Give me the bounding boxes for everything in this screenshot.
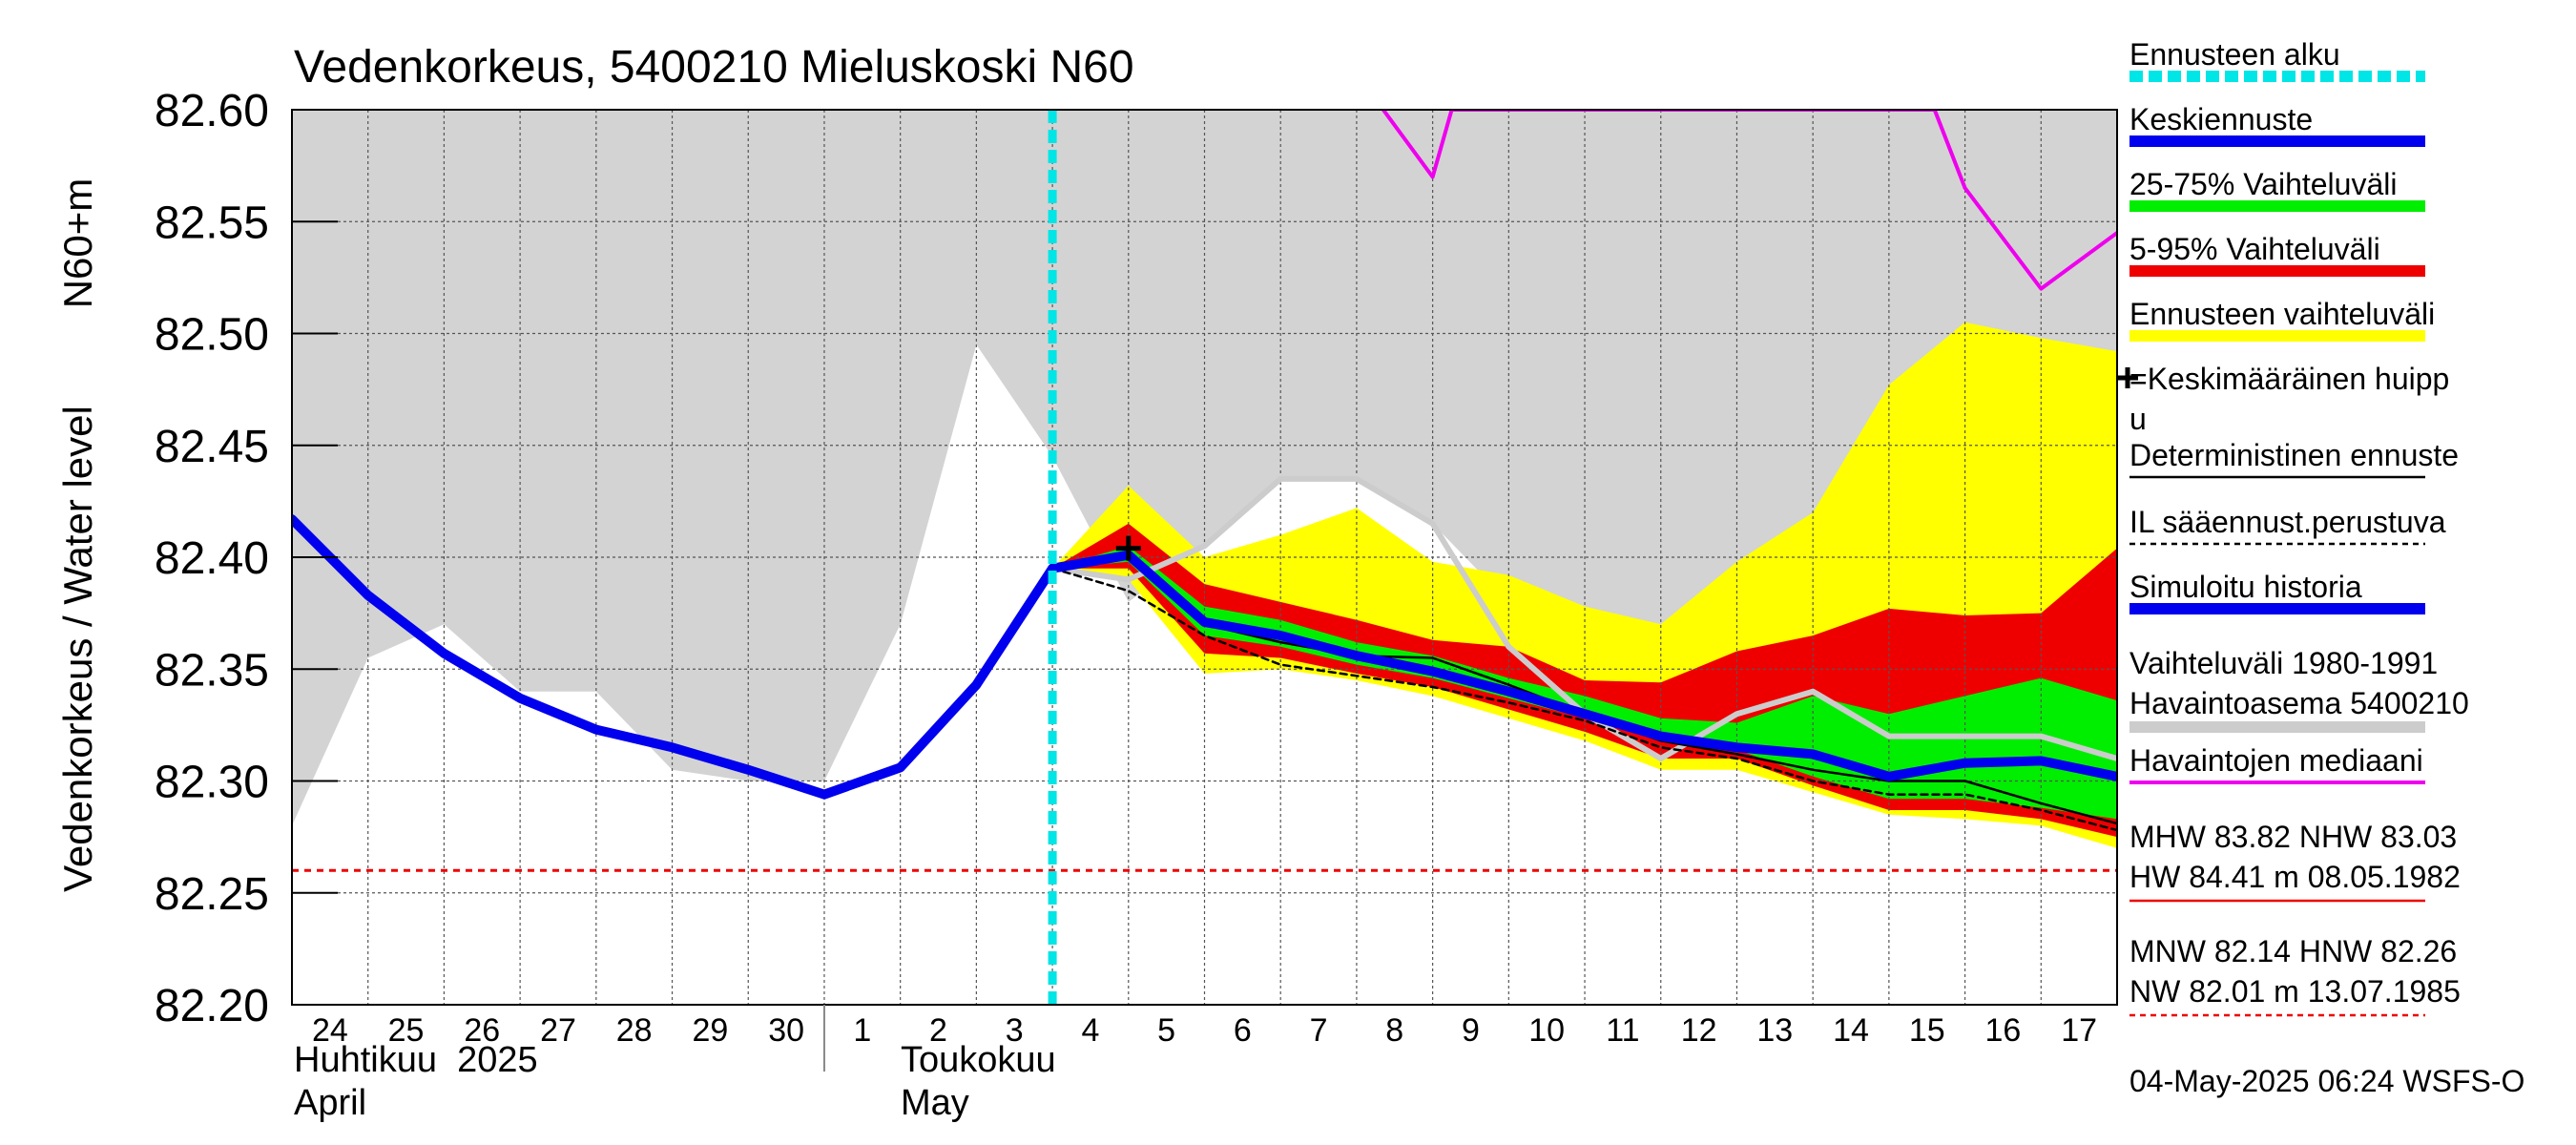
legend-label-line2: u	[2129, 402, 2147, 436]
x-tick-label: 27	[540, 1012, 576, 1049]
mean-forecast-line	[1048, 550, 2117, 781]
x-tick-label: 7	[1310, 1012, 1328, 1049]
y-tick-label: 82.55	[155, 198, 269, 248]
x-tick-label: 13	[1756, 1012, 1793, 1049]
x-tick-label: 29	[692, 1012, 728, 1049]
y-axis-title: Vedenkorkeus / Water level	[55, 406, 100, 892]
plot-area	[292, 110, 2117, 1005]
chart-title: Vedenkorkeus, 5400210 Mieluskoski N60	[294, 42, 1134, 93]
legend-label: Keskiennuste	[2129, 102, 2313, 136]
y-axis-ticks: 82.60 82.55 82.50 82.45 82.40 82.35 82.30 82.25…	[155, 86, 338, 1031]
grid-lines	[292, 110, 2117, 1005]
x-tick-label: 6	[1234, 1012, 1252, 1049]
x-tick-label: 5	[1157, 1012, 1175, 1049]
y-tick-label: 82.50	[155, 310, 269, 361]
simulated-history-line	[292, 514, 1058, 800]
legend-label-line2: Havaintoasema 5400210	[2129, 686, 2469, 720]
legend-label: Deterministinen ennuste	[2129, 438, 2459, 472]
y-tick-label: 82.45	[155, 422, 269, 472]
x-tick-label: 8	[1385, 1012, 1403, 1049]
y-tick-label: 82.25	[155, 869, 269, 920]
x-tick-label: 16	[1985, 1012, 2022, 1049]
y-tick-label: 82.60	[155, 86, 269, 136]
month-label-april-fi: Huhtikuu 2025	[294, 1040, 538, 1080]
y-axis-unit: N60+m	[55, 178, 100, 309]
x-tick-label: 10	[1528, 1012, 1565, 1049]
month-label-may-fi: Toukokuu	[901, 1040, 1056, 1080]
legend-label: 5-95% Vaihteluväli	[2129, 232, 2380, 266]
legend-label-line2: HW 84.41 m 08.05.1982	[2129, 860, 2461, 894]
month-label-april-en: April	[294, 1083, 366, 1123]
x-tick-label: 4	[1081, 1012, 1099, 1049]
legend-label: 25-75% Vaihteluväli	[2129, 167, 2397, 201]
x-tick-label: 14	[1833, 1012, 1869, 1049]
y-tick-label: 82.30	[155, 758, 269, 808]
legend-label: MNW 82.14 HNW 82.26	[2129, 934, 2457, 968]
y-tick-label: 82.40	[155, 533, 269, 584]
timestamp: 04-May-2025 06:24 WSFS-O	[2129, 1064, 2524, 1098]
x-tick-label: 11	[1606, 1012, 1639, 1049]
x-tick-label: 30	[768, 1012, 804, 1049]
y-tick-label: 82.20	[155, 981, 269, 1031]
band-25-75	[1052, 546, 2117, 820]
legend-label: IL sääennust.perustuva	[2129, 505, 2446, 539]
legend-label: Ennusteen vaihteluväli	[2129, 297, 2435, 331]
x-tick-label: 25	[388, 1012, 425, 1049]
series-lines	[292, 110, 2117, 832]
x-tick-label: 17	[2061, 1012, 2097, 1049]
legend-label: Vaihteluväli 1980-1991	[2129, 646, 2438, 680]
legend-label-line2: NW 82.01 m 13.07.1985	[2129, 974, 2461, 1009]
legend-label: =Keskimääräinen huipp	[2129, 362, 2449, 396]
x-axis-ticks: 24 25 26 27 28 29 30 1 2 3 4 5 6 7 8 9 10 11 12 13 14 15 16 17	[312, 1005, 2097, 1072]
legend-label: Simuloitu historia	[2129, 570, 2362, 604]
mean-peak-marker	[1115, 535, 1141, 561]
month-label-may-en: May	[901, 1083, 969, 1123]
x-tick-label: 15	[1909, 1012, 1945, 1049]
legend: Ennusteen alku Keskiennuste 25-75% Vaihtel…	[2117, 37, 2469, 1017]
x-tick-label: 3	[1006, 1012, 1024, 1049]
legend-label: Havaintojen mediaani	[2129, 743, 2423, 778]
legend-label: MHW 83.82 NHW 83.03	[2129, 820, 2457, 854]
observed-median-line	[1381, 110, 2117, 291]
x-tick-label: 2	[929, 1012, 947, 1049]
weather-forecast-line	[1050, 567, 2117, 832]
x-tick-label: 28	[616, 1012, 653, 1049]
y-tick-label: 82.35	[155, 645, 269, 696]
x-tick-label: 24	[312, 1012, 348, 1049]
x-tick-label: 12	[1681, 1012, 1717, 1049]
x-tick-label: 1	[853, 1012, 871, 1049]
legend-label: Ennusteen alku	[2129, 37, 2340, 72]
x-tick-label: 9	[1462, 1012, 1480, 1049]
x-tick-label: 26	[464, 1012, 500, 1049]
